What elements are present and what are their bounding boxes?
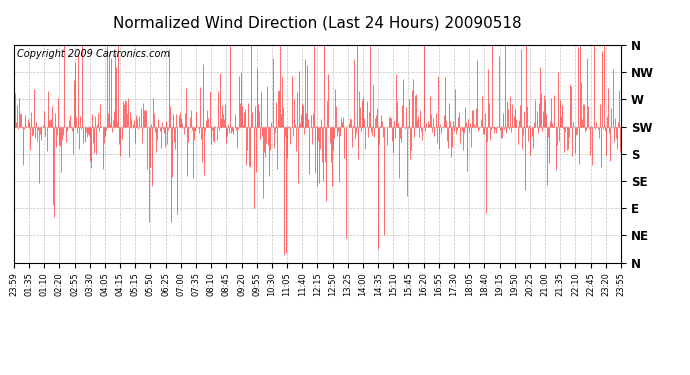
Text: Copyright 2009 Cartronics.com: Copyright 2009 Cartronics.com [17, 50, 170, 59]
Text: Normalized Wind Direction (Last 24 Hours) 20090518: Normalized Wind Direction (Last 24 Hours… [113, 15, 522, 30]
